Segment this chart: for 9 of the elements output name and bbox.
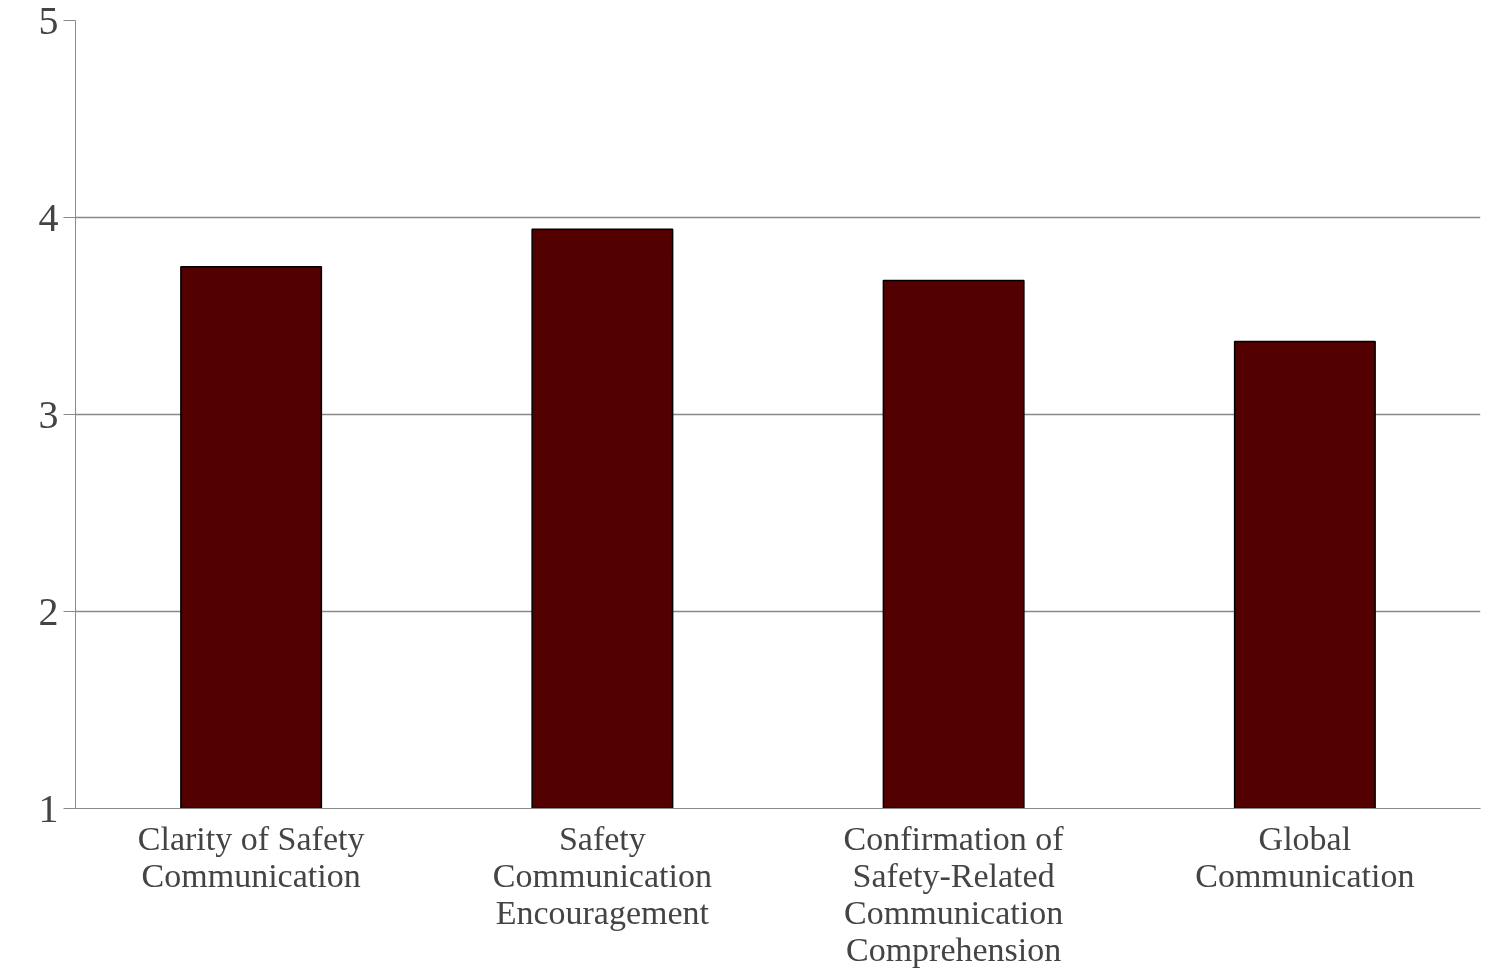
x-tick-label: Safety Communication Encouragement (492, 819, 712, 931)
x-tick-label: Confirmation of Safety-Related Communication Comprehension (843, 819, 1065, 968)
y-tick-label: 5 (38, 0, 59, 43)
x-tick-label: Global Communication (1195, 819, 1415, 894)
y-tick-label: 3 (38, 391, 59, 437)
y-tick-label: 1 (38, 785, 59, 831)
y-tick-label: 4 (38, 194, 59, 240)
x-tick-label: Clarity of Safety Communication (137, 819, 365, 894)
y-tick-label: 2 (38, 588, 59, 634)
